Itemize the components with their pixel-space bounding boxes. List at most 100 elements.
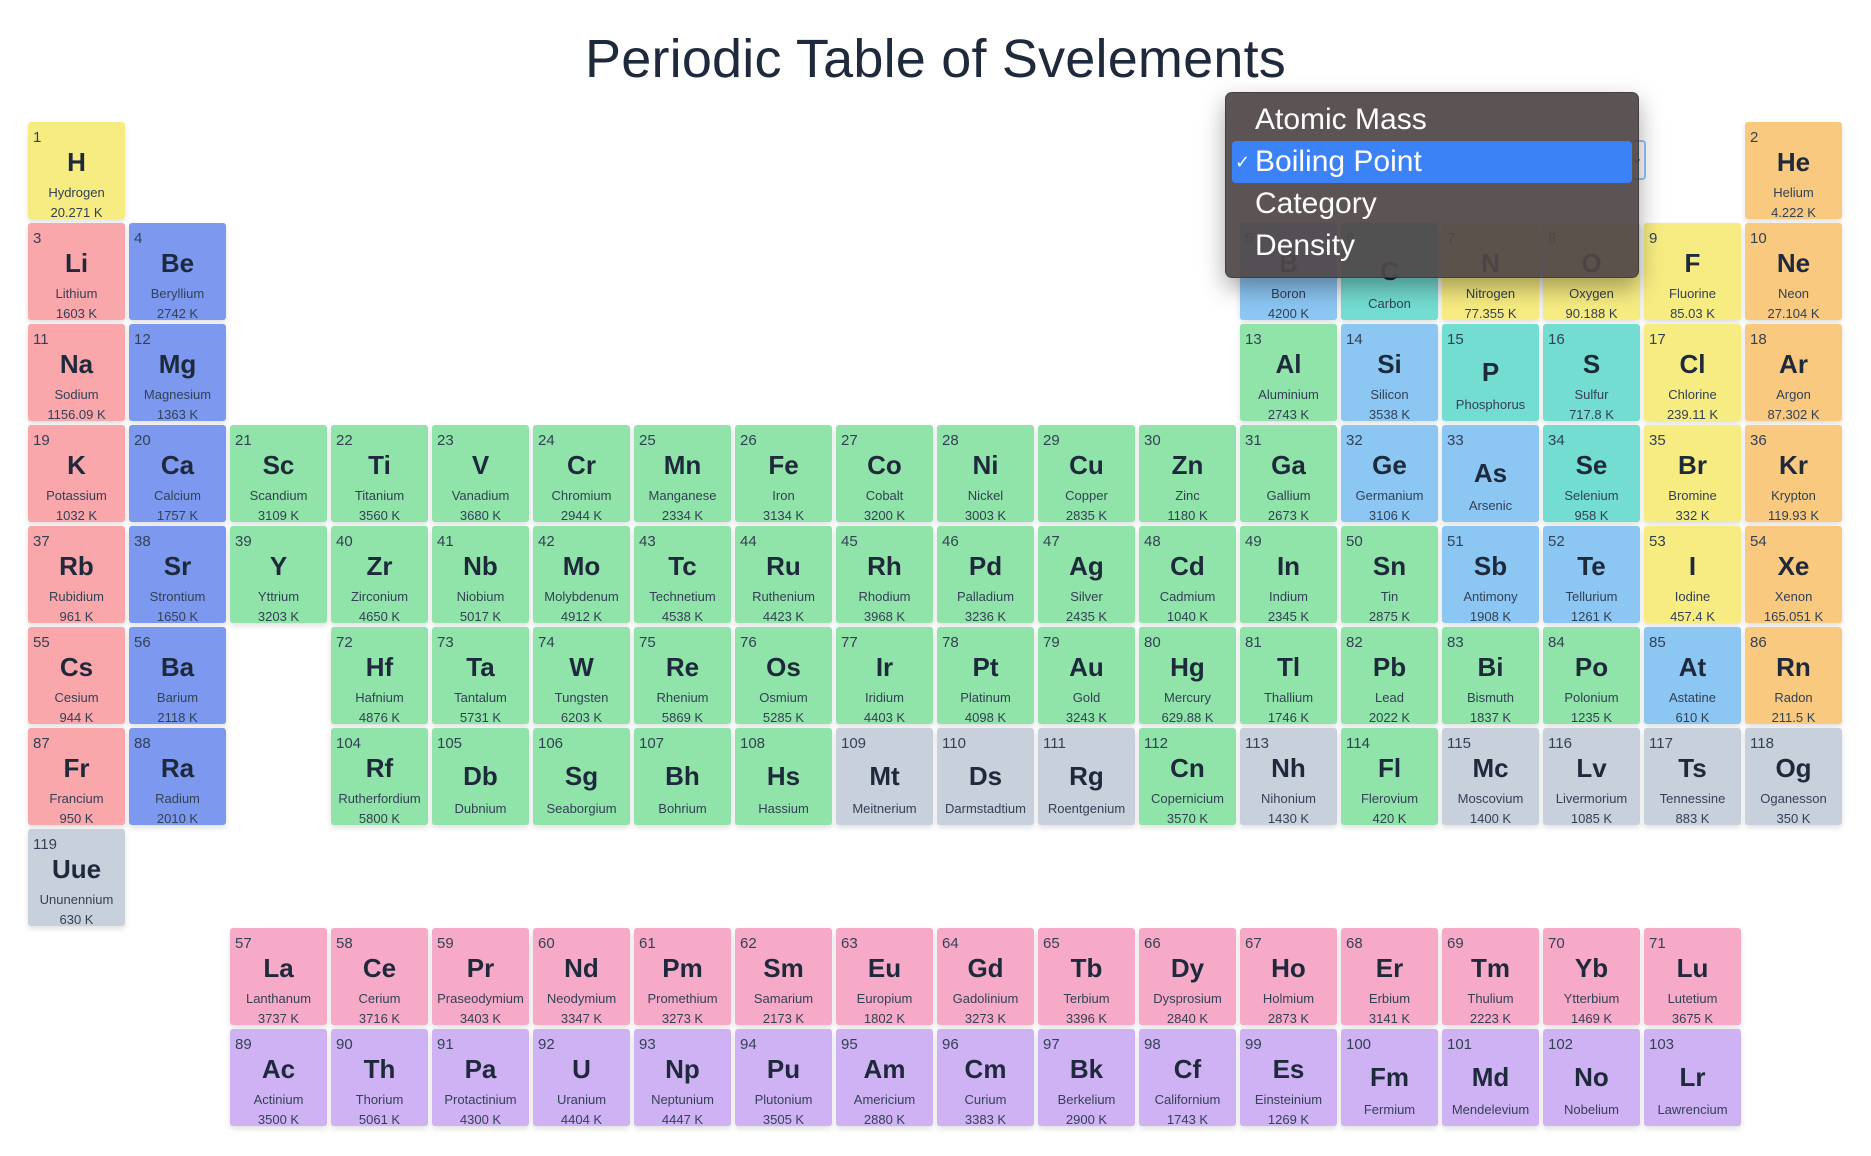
element-cell-sm[interactable]: 62 Sm Samarium 2173 K	[735, 928, 832, 1025]
element-cell-po[interactable]: 84 Po Polonium 1235 K	[1543, 627, 1640, 724]
element-cell-sn[interactable]: 50 Sn Tin 2875 K	[1341, 526, 1438, 623]
element-cell-lu[interactable]: 71 Lu Lutetium 3675 K	[1644, 928, 1741, 1025]
element-cell-in[interactable]: 49 In Indium 2345 K	[1240, 526, 1337, 623]
element-cell-br[interactable]: 35 Br Bromine 332 K	[1644, 425, 1741, 522]
element-cell-no[interactable]: 102 No Nobelium	[1543, 1029, 1640, 1126]
element-cell-sr[interactable]: 38 Sr Strontium 1650 K	[129, 526, 226, 623]
element-cell-cm[interactable]: 96 Cm Curium 3383 K	[937, 1029, 1034, 1126]
element-cell-bi[interactable]: 83 Bi Bismuth 1837 K	[1442, 627, 1539, 724]
element-cell-uue[interactable]: 119 Uue Ununennium 630 K	[28, 829, 125, 926]
element-cell-ac[interactable]: 89 Ac Actinium 3500 K	[230, 1029, 327, 1126]
element-cell-mc[interactable]: 115 Mc Moscovium 1400 K	[1442, 728, 1539, 825]
element-cell-y[interactable]: 39 Y Yttrium 3203 K	[230, 526, 327, 623]
element-cell-he[interactable]: 2 He Helium 4.222 K	[1745, 122, 1842, 219]
element-cell-db[interactable]: 105 Db Dubnium	[432, 728, 529, 825]
element-cell-nd[interactable]: 60 Nd Neodymium 3347 K	[533, 928, 630, 1025]
element-cell-ru[interactable]: 44 Ru Ruthenium 4423 K	[735, 526, 832, 623]
element-cell-tl[interactable]: 81 Tl Thallium 1746 K	[1240, 627, 1337, 724]
element-cell-pr[interactable]: 59 Pr Praseodymium 3403 K	[432, 928, 529, 1025]
element-cell-si[interactable]: 14 Si Silicon 3538 K	[1341, 324, 1438, 421]
element-cell-bk[interactable]: 97 Bk Berkelium 2900 K	[1038, 1029, 1135, 1126]
element-cell-rg[interactable]: 111 Rg Roentgenium	[1038, 728, 1135, 825]
element-cell-ti[interactable]: 22 Ti Titanium 3560 K	[331, 425, 428, 522]
element-cell-fm[interactable]: 100 Fm Fermium	[1341, 1029, 1438, 1126]
element-cell-as[interactable]: 33 As Arsenic	[1442, 425, 1539, 522]
element-cell-fl[interactable]: 114 Fl Flerovium 420 K	[1341, 728, 1438, 825]
element-cell-es[interactable]: 99 Es Einsteinium 1269 K	[1240, 1029, 1337, 1126]
element-cell-pu[interactable]: 94 Pu Plutonium 3505 K	[735, 1029, 832, 1126]
element-cell-tc[interactable]: 43 Tc Technetium 4538 K	[634, 526, 731, 623]
element-cell-lv[interactable]: 116 Lv Livermorium 1085 K	[1543, 728, 1640, 825]
element-cell-te[interactable]: 52 Te Tellurium 1261 K	[1543, 526, 1640, 623]
element-cell-ts[interactable]: 117 Ts Tennessine 883 K	[1644, 728, 1741, 825]
element-cell-cn[interactable]: 112 Cn Copernicium 3570 K	[1139, 728, 1236, 825]
element-cell-au[interactable]: 79 Au Gold 3243 K	[1038, 627, 1135, 724]
element-cell-cr[interactable]: 24 Cr Chromium 2944 K	[533, 425, 630, 522]
element-cell-cs[interactable]: 55 Cs Cesium 944 K	[28, 627, 125, 724]
element-cell-ni[interactable]: 28 Ni Nickel 3003 K	[937, 425, 1034, 522]
element-cell-rb[interactable]: 37 Rb Rubidium 961 K	[28, 526, 125, 623]
element-cell-md[interactable]: 101 Md Mendelevium	[1442, 1029, 1539, 1126]
element-cell-cf[interactable]: 98 Cf Californium 1743 K	[1139, 1029, 1236, 1126]
element-cell-sc[interactable]: 21 Sc Scandium 3109 K	[230, 425, 327, 522]
element-cell-fr[interactable]: 87 Fr Francium 950 K	[28, 728, 125, 825]
element-cell-zn[interactable]: 30 Zn Zinc 1180 K	[1139, 425, 1236, 522]
element-cell-i[interactable]: 53 I Iodine 457.4 K	[1644, 526, 1741, 623]
element-cell-yb[interactable]: 70 Yb Ytterbium 1469 K	[1543, 928, 1640, 1025]
element-cell-mt[interactable]: 109 Mt Meitnerium	[836, 728, 933, 825]
element-cell-ca[interactable]: 20 Ca Calcium 1757 K	[129, 425, 226, 522]
element-cell-ge[interactable]: 32 Ge Germanium 3106 K	[1341, 425, 1438, 522]
element-cell-pa[interactable]: 91 Pa Protactinium 4300 K	[432, 1029, 529, 1126]
element-cell-xe[interactable]: 54 Xe Xenon 165.051 K	[1745, 526, 1842, 623]
element-cell-re[interactable]: 75 Re Rhenium 5869 K	[634, 627, 731, 724]
element-cell-bh[interactable]: 107 Bh Bohrium	[634, 728, 731, 825]
element-cell-nb[interactable]: 41 Nb Niobium 5017 K	[432, 526, 529, 623]
element-cell-np[interactable]: 93 Np Neptunium 4447 K	[634, 1029, 731, 1126]
element-cell-p[interactable]: 15 P Phosphorus	[1442, 324, 1539, 421]
element-cell-na[interactable]: 11 Na Sodium 1156.09 K	[28, 324, 125, 421]
element-cell-mg[interactable]: 12 Mg Magnesium 1363 K	[129, 324, 226, 421]
element-cell-ho[interactable]: 67 Ho Holmium 2873 K	[1240, 928, 1337, 1025]
element-cell-ds[interactable]: 110 Ds Darmstadtium	[937, 728, 1034, 825]
element-cell-cl[interactable]: 17 Cl Chlorine 239.11 K	[1644, 324, 1741, 421]
element-cell-co[interactable]: 27 Co Cobalt 3200 K	[836, 425, 933, 522]
element-cell-kr[interactable]: 36 Kr Krypton 119.93 K	[1745, 425, 1842, 522]
element-cell-rn[interactable]: 86 Rn Radon 211.5 K	[1745, 627, 1842, 724]
element-cell-h[interactable]: 1 H Hydrogen 20.271 K	[28, 122, 125, 219]
element-cell-ar[interactable]: 18 Ar Argon 87.302 K	[1745, 324, 1842, 421]
element-cell-f[interactable]: 9 F Fluorine 85.03 K	[1644, 223, 1741, 320]
dropdown-option-density[interactable]: Density	[1232, 225, 1632, 267]
element-cell-os[interactable]: 76 Os Osmium 5285 K	[735, 627, 832, 724]
element-cell-dy[interactable]: 66 Dy Dysprosium 2840 K	[1139, 928, 1236, 1025]
element-cell-lr[interactable]: 103 Lr Lawrencium	[1644, 1029, 1741, 1126]
element-cell-am[interactable]: 95 Am Americium 2880 K	[836, 1029, 933, 1126]
element-cell-la[interactable]: 57 La Lanthanum 3737 K	[230, 928, 327, 1025]
element-cell-ta[interactable]: 73 Ta Tantalum 5731 K	[432, 627, 529, 724]
element-cell-zr[interactable]: 40 Zr Zirconium 4650 K	[331, 526, 428, 623]
element-cell-pd[interactable]: 46 Pd Palladium 3236 K	[937, 526, 1034, 623]
element-cell-eu[interactable]: 63 Eu Europium 1802 K	[836, 928, 933, 1025]
element-cell-se[interactable]: 34 Se Selenium 958 K	[1543, 425, 1640, 522]
dropdown-option-category[interactable]: Category	[1232, 183, 1632, 225]
element-cell-og[interactable]: 118 Og Oganesson 350 K	[1745, 728, 1842, 825]
element-cell-w[interactable]: 74 W Tungsten 6203 K	[533, 627, 630, 724]
dropdown-option-atomic-mass[interactable]: Atomic Mass	[1232, 99, 1632, 141]
element-cell-hg[interactable]: 80 Hg Mercury 629.88 K	[1139, 627, 1236, 724]
element-cell-sg[interactable]: 106 Sg Seaborgium	[533, 728, 630, 825]
element-cell-pb[interactable]: 82 Pb Lead 2022 K	[1341, 627, 1438, 724]
element-cell-nh[interactable]: 113 Nh Nihonium 1430 K	[1240, 728, 1337, 825]
element-cell-fe[interactable]: 26 Fe Iron 3134 K	[735, 425, 832, 522]
element-cell-hf[interactable]: 72 Hf Hafnium 4876 K	[331, 627, 428, 724]
element-cell-tm[interactable]: 69 Tm Thulium 2223 K	[1442, 928, 1539, 1025]
element-cell-mo[interactable]: 42 Mo Molybdenum 4912 K	[533, 526, 630, 623]
element-cell-er[interactable]: 68 Er Erbium 3141 K	[1341, 928, 1438, 1025]
element-cell-cd[interactable]: 48 Cd Cadmium 1040 K	[1139, 526, 1236, 623]
element-cell-th[interactable]: 90 Th Thorium 5061 K	[331, 1029, 428, 1126]
element-cell-al[interactable]: 13 Al Aluminium 2743 K	[1240, 324, 1337, 421]
element-cell-sb[interactable]: 51 Sb Antimony 1908 K	[1442, 526, 1539, 623]
element-cell-rh[interactable]: 45 Rh Rhodium 3968 K	[836, 526, 933, 623]
element-cell-pm[interactable]: 61 Pm Promethium 3273 K	[634, 928, 731, 1025]
dropdown-option-boiling-point[interactable]: ✓ Boiling Point	[1232, 141, 1632, 183]
element-cell-ga[interactable]: 31 Ga Gallium 2673 K	[1240, 425, 1337, 522]
element-cell-hs[interactable]: 108 Hs Hassium	[735, 728, 832, 825]
